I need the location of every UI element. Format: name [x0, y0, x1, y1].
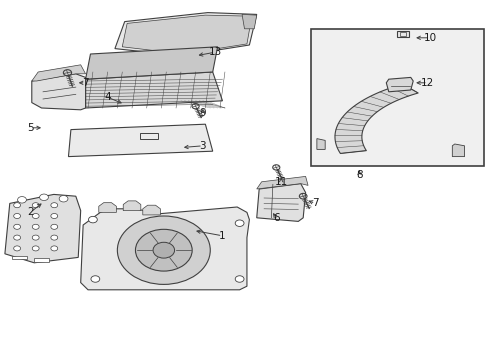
Circle shape [235, 276, 244, 282]
Circle shape [91, 276, 100, 282]
Circle shape [117, 216, 210, 284]
Text: 6: 6 [272, 213, 279, 223]
Text: 9: 9 [199, 108, 206, 118]
Polygon shape [142, 205, 160, 215]
Circle shape [32, 213, 39, 219]
Bar [12, 256, 27, 259]
Polygon shape [81, 207, 249, 290]
Text: 4: 4 [104, 92, 111, 102]
Circle shape [14, 246, 20, 251]
Circle shape [14, 203, 20, 208]
Polygon shape [5, 194, 81, 263]
Polygon shape [68, 124, 212, 157]
Circle shape [32, 235, 39, 240]
Circle shape [51, 246, 58, 251]
Polygon shape [32, 74, 85, 110]
Circle shape [18, 197, 26, 203]
Polygon shape [122, 15, 251, 54]
Polygon shape [451, 144, 464, 157]
Polygon shape [99, 203, 116, 212]
Polygon shape [386, 77, 412, 92]
Circle shape [32, 203, 39, 208]
Circle shape [14, 224, 20, 229]
Circle shape [40, 194, 48, 201]
Polygon shape [115, 13, 256, 56]
Polygon shape [85, 72, 222, 108]
Text: 3: 3 [199, 141, 206, 151]
Bar [399, 32, 405, 36]
Bar [396, 31, 408, 37]
Text: 2: 2 [27, 207, 34, 217]
Text: 7: 7 [82, 78, 89, 88]
Circle shape [153, 242, 174, 258]
Text: 13: 13 [208, 47, 222, 57]
Polygon shape [123, 201, 141, 211]
Circle shape [51, 203, 58, 208]
Bar [140, 133, 158, 139]
Polygon shape [242, 14, 256, 29]
Circle shape [51, 213, 58, 219]
Circle shape [59, 195, 68, 202]
Circle shape [51, 224, 58, 229]
Text: 10: 10 [423, 33, 436, 43]
Polygon shape [316, 139, 325, 149]
Bar [34, 258, 49, 262]
Circle shape [32, 224, 39, 229]
Text: 1: 1 [219, 231, 225, 241]
Polygon shape [32, 65, 85, 81]
Polygon shape [256, 184, 305, 221]
Polygon shape [334, 84, 417, 153]
Bar [310, 29, 483, 166]
Polygon shape [85, 47, 217, 79]
Polygon shape [256, 176, 307, 189]
Text: 12: 12 [420, 78, 434, 88]
Circle shape [235, 220, 244, 226]
Circle shape [88, 216, 97, 223]
Circle shape [51, 235, 58, 240]
Circle shape [135, 229, 192, 271]
Text: 11: 11 [274, 177, 287, 187]
Circle shape [14, 235, 20, 240]
Circle shape [32, 246, 39, 251]
Circle shape [14, 213, 20, 219]
Text: 5: 5 [27, 123, 34, 133]
Text: 8: 8 [355, 170, 362, 180]
Text: 7: 7 [311, 198, 318, 208]
